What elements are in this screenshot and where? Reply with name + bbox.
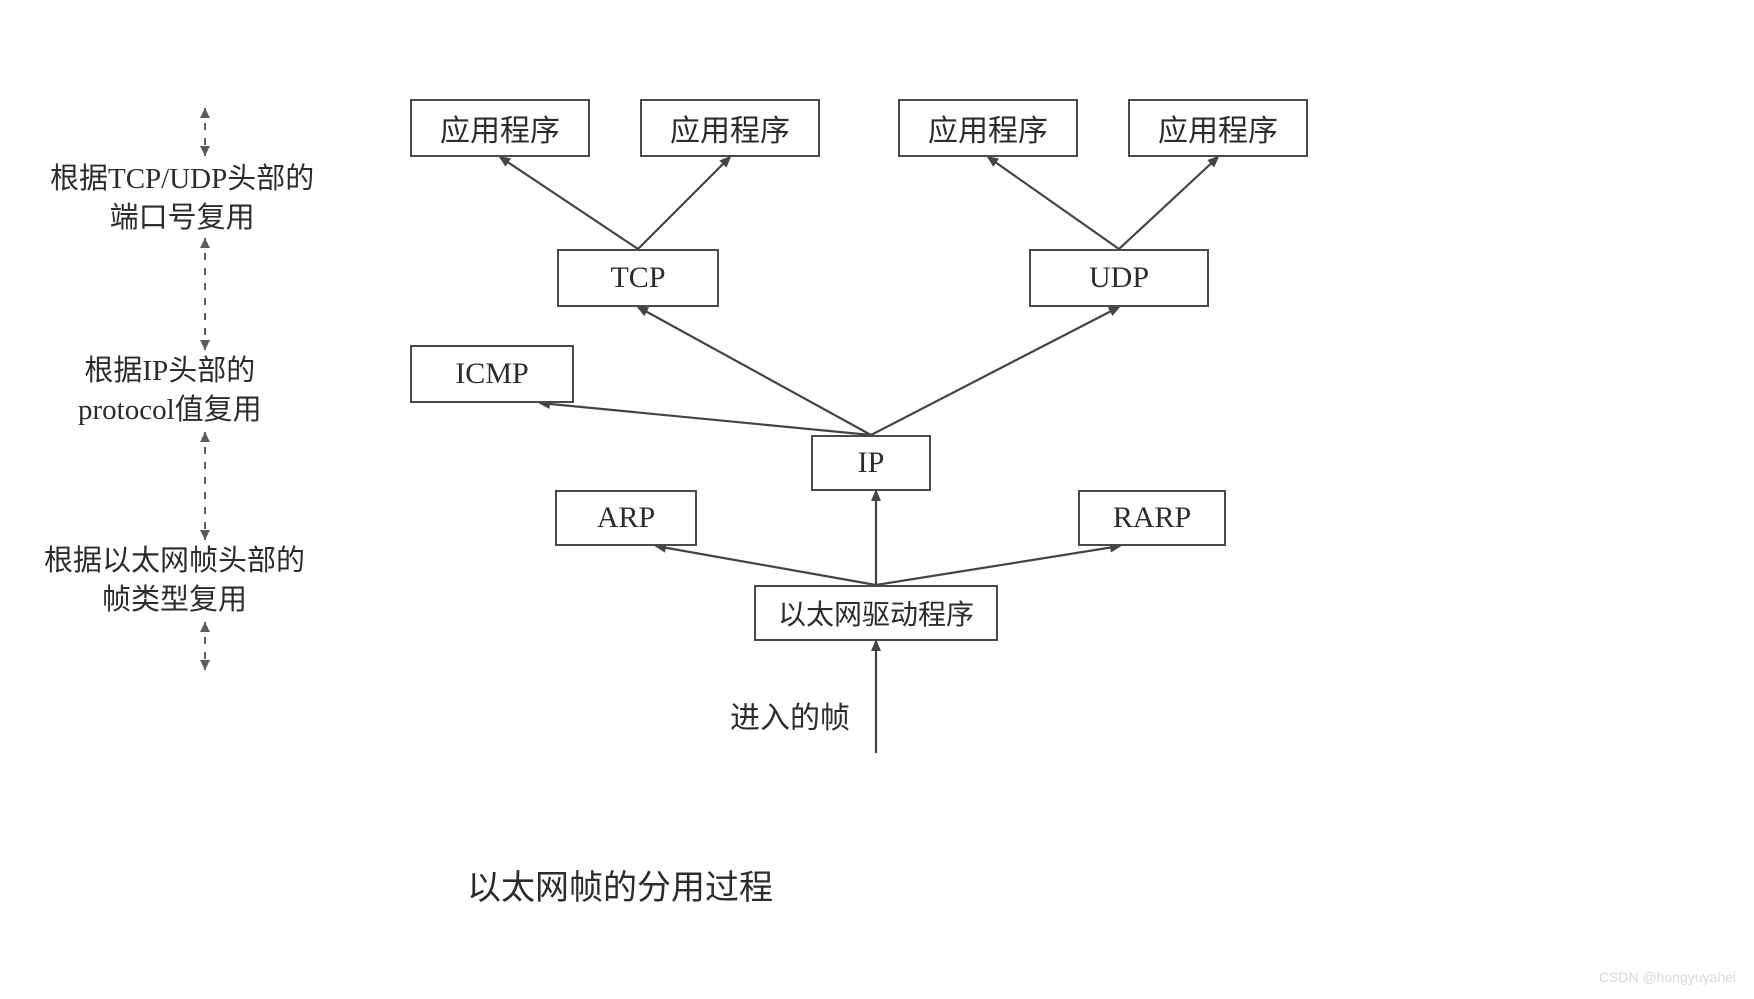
dashed-guide-tip-down-2	[200, 530, 210, 540]
diagram-container: 应用程序应用程序应用程序应用程序TCPUDPICMPIPARPRARP以太网驱动…	[0, 0, 1754, 999]
side-annotation-2: 根据以太网帧头部的 帧类型复用	[44, 542, 305, 620]
edge-eth-rarp	[876, 546, 1120, 585]
edge-ip-udp	[871, 307, 1119, 435]
node-ip: IP	[811, 435, 931, 491]
node-eth: 以太网驱动程序	[754, 585, 998, 641]
node-icmp: ICMP	[410, 345, 574, 403]
edge-ip-tcp	[638, 307, 871, 435]
dashed-guide-tip-down-1	[200, 340, 210, 350]
edge-eth-arp	[656, 546, 876, 585]
edge-udp-app3	[988, 157, 1119, 249]
side-annotation-1: 根据IP头部的 protocol值复用	[78, 352, 262, 430]
edge-tcp-app2	[638, 157, 730, 249]
dashed-guide-tip-up-1	[200, 238, 210, 248]
dashed-guide-tip-up-0	[200, 108, 210, 118]
dashed-guide-tip-up-3	[200, 622, 210, 632]
side-annotation-0: 根据TCP/UDP头部的 端口号复用	[50, 160, 314, 238]
node-udp: UDP	[1029, 249, 1209, 307]
dashed-guide-tip-up-2	[200, 432, 210, 442]
diagram-svg	[0, 0, 1754, 999]
dashed-guide-tip-down-3	[200, 660, 210, 670]
node-app4: 应用程序	[1128, 99, 1308, 157]
edge-tcp-app1	[500, 157, 638, 249]
node-tcp: TCP	[557, 249, 719, 307]
edge-ip-icmp	[540, 403, 871, 435]
diagram-title: 以太网帧的分用过程	[467, 860, 773, 909]
node-app1: 应用程序	[410, 99, 590, 157]
node-rarp: RARP	[1078, 490, 1226, 546]
node-arp: ARP	[555, 490, 697, 546]
incoming-frame-label: 进入的帧	[730, 693, 850, 737]
node-app2: 应用程序	[640, 99, 820, 157]
watermark: CSDN @hongyuyahei	[1599, 969, 1736, 985]
dashed-guide-tip-down-0	[200, 146, 210, 156]
edge-udp-app4	[1119, 157, 1218, 249]
node-app3: 应用程序	[898, 99, 1078, 157]
